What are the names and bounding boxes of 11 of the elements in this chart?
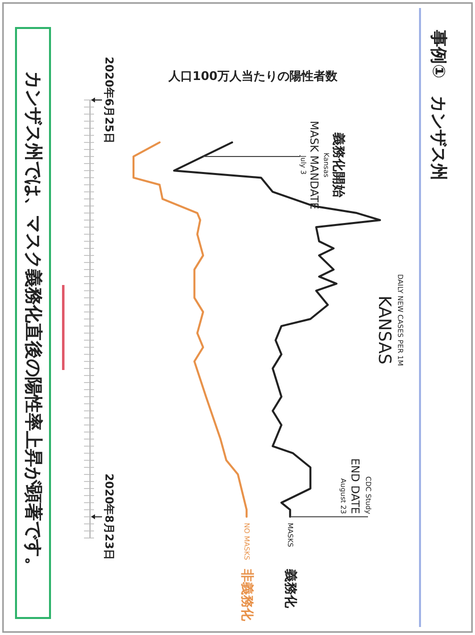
text: 義務化 xyxy=(282,568,299,609)
y-tick-label: 2020年6月25日 xyxy=(102,56,116,144)
ref-line-label: END DATE xyxy=(348,458,362,514)
text: 非義務化 xyxy=(239,568,256,622)
chart-subtitle: 人口100万人当たりの陽性者数 xyxy=(167,69,339,83)
annotation: 義務化開始 xyxy=(330,132,346,198)
annotation: KANSAS xyxy=(374,296,394,364)
ref-line-label: MASK MANDATE xyxy=(308,120,320,210)
y-tick-label: 2020年8月23日 xyxy=(102,474,116,560)
text: 事例① カンザス州 xyxy=(428,29,448,180)
text: カンザス州では、マスク義務化直後の陽性率上昇が顕著です。 xyxy=(22,71,44,575)
